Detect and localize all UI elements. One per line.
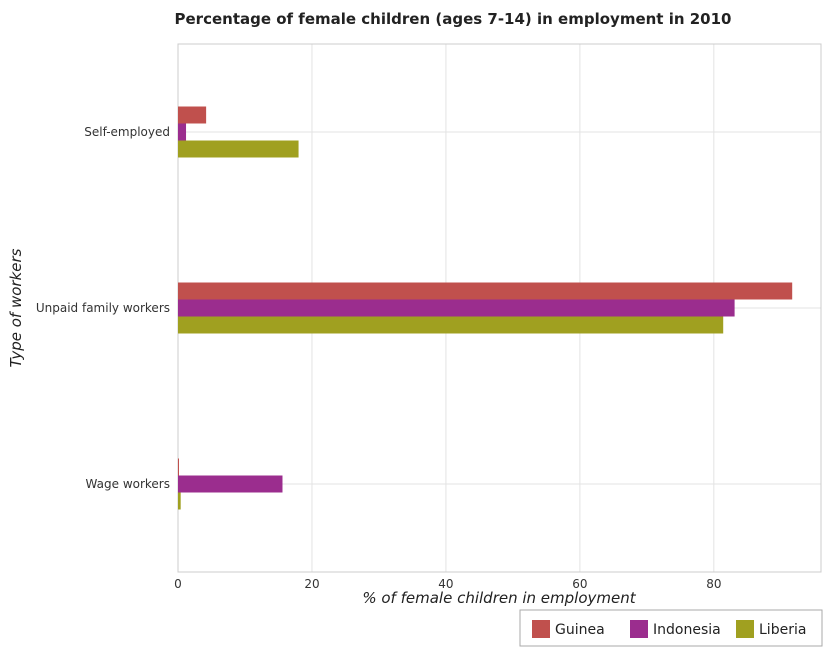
x-tick-label: 40	[438, 577, 453, 591]
y-tick-label: Self-employed	[84, 125, 170, 139]
legend-swatch	[532, 620, 550, 638]
x-tick-label: 80	[706, 577, 721, 591]
x-tick-label: 0	[174, 577, 182, 591]
bar-liberia-self-employed	[178, 140, 299, 158]
legend-swatch	[736, 620, 754, 638]
x-tick-label: 60	[572, 577, 587, 591]
chart-title: Percentage of female children (ages 7-14…	[175, 10, 732, 28]
bar-liberia-unpaid-family-workers	[178, 316, 724, 334]
legend-swatch	[630, 620, 648, 638]
bar-guinea-unpaid-family-workers	[178, 282, 793, 300]
y-tick-label: Wage workers	[86, 477, 170, 491]
legend: Guinea Indonesia Liberia	[519, 609, 823, 647]
bar-liberia-wage-workers	[178, 492, 181, 510]
legend-box	[519, 609, 823, 647]
legend-label: Liberia	[759, 622, 806, 638]
y-tick-labels: Self-employed Unpaid family workers Wage w…	[36, 125, 170, 491]
bar-guinea-wage-workers	[178, 458, 179, 476]
y-axis-label: Type of workers	[7, 248, 25, 367]
bar-guinea-self-employed	[178, 106, 207, 124]
y-tick-label: Unpaid family workers	[36, 301, 170, 315]
bars	[178, 106, 793, 510]
bar-indonesia-wage-workers	[178, 475, 283, 493]
x-tick-label: 20	[304, 577, 319, 591]
x-axis-label: % of female children in employment	[362, 589, 636, 607]
x-tick-labels: 0 20 40 60 80	[174, 577, 721, 591]
bar-indonesia-self-employed	[178, 123, 187, 141]
legend-label: Guinea	[555, 622, 605, 638]
bar-indonesia-unpaid-family-workers	[178, 299, 735, 317]
legend-label: Indonesia	[653, 622, 721, 638]
